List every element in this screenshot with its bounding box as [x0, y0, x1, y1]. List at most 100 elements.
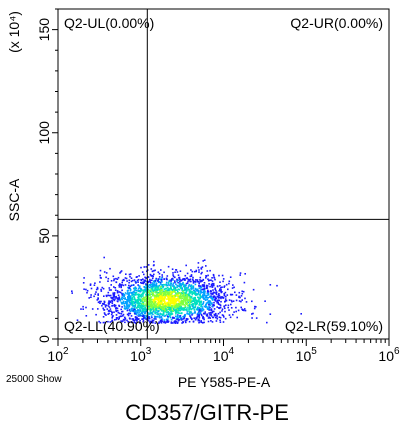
event-dot	[149, 322, 151, 324]
event-dot	[165, 311, 168, 314]
event-dot	[153, 281, 156, 283]
event-dot	[178, 312, 180, 314]
event-dot	[198, 301, 201, 304]
event-dot	[108, 310, 111, 312]
event-dot	[176, 294, 178, 297]
event-dot	[174, 302, 176, 305]
event-dot	[181, 303, 183, 305]
event-dot	[198, 319, 201, 321]
event-dot	[215, 291, 218, 294]
event-dot	[113, 311, 115, 313]
event-dot	[189, 317, 192, 319]
event-dot	[177, 296, 179, 299]
event-dot	[131, 310, 133, 312]
event-dot	[161, 274, 163, 276]
event-dot	[187, 285, 190, 287]
event-dot	[139, 307, 141, 310]
event-dot	[193, 317, 195, 319]
event-dot	[140, 266, 142, 269]
event-dot	[241, 299, 243, 301]
event-dot	[154, 288, 156, 290]
event-dot	[125, 307, 127, 310]
event-dot	[218, 290, 221, 292]
event-dot	[254, 305, 256, 308]
event-dot	[203, 321, 205, 324]
event-dot	[218, 296, 221, 299]
event-dot	[135, 287, 138, 290]
event-dot	[142, 317, 145, 320]
event-dot	[112, 298, 115, 301]
event-dot	[108, 312, 110, 315]
event-dot	[221, 286, 223, 288]
event-dot	[114, 319, 116, 321]
event-dot	[251, 313, 253, 315]
event-dot	[174, 280, 176, 282]
x-tick-label: 102	[47, 346, 69, 364]
event-dot	[179, 278, 181, 281]
event-dot	[201, 266, 204, 268]
event-dot	[170, 305, 172, 308]
event-dot	[210, 279, 212, 281]
event-dot	[174, 271, 176, 273]
event-dot	[139, 310, 142, 313]
event-dot	[186, 272, 189, 275]
event-dot	[207, 292, 210, 294]
event-dot	[195, 289, 198, 291]
event-dot	[133, 297, 136, 299]
event-dot	[212, 296, 215, 298]
event-dot	[189, 291, 191, 294]
event-dot	[136, 299, 139, 301]
event-dot	[197, 308, 199, 310]
event-dot	[168, 315, 170, 318]
event-dot	[93, 284, 96, 286]
event-dot	[165, 277, 168, 280]
event-dot	[129, 287, 131, 290]
event-dot	[170, 279, 173, 281]
event-dot	[169, 306, 171, 309]
event-dot	[161, 278, 163, 281]
event-dot	[188, 299, 190, 302]
event-dot	[213, 301, 215, 304]
event-dot	[230, 307, 233, 309]
event-dot	[152, 282, 154, 284]
event-dot	[117, 318, 120, 321]
event-dot	[163, 278, 166, 280]
y-axis-multiplier: (x 10⁴)	[6, 11, 22, 53]
event-dot	[184, 296, 186, 298]
event-dot	[180, 308, 182, 310]
event-dot	[171, 297, 173, 300]
event-dot	[181, 322, 183, 324]
event-dot	[154, 286, 156, 288]
event-dot	[149, 296, 152, 299]
event-dot	[192, 300, 194, 302]
event-dot	[264, 300, 266, 302]
event-dot	[176, 279, 178, 281]
event-dot	[96, 288, 99, 290]
event-dot	[175, 309, 178, 312]
event-dot	[208, 283, 210, 285]
event-dot	[97, 294, 99, 296]
event-dot	[165, 313, 168, 316]
event-dot	[141, 309, 144, 311]
event-dot	[208, 308, 210, 311]
event-dot	[139, 294, 142, 297]
event-dot	[181, 288, 183, 290]
event-dot	[230, 294, 232, 296]
event-dot	[180, 287, 182, 289]
event-dot	[145, 310, 148, 313]
event-dot	[214, 288, 216, 291]
flow-dot-plot: 0 50 100 150 102 103 104 105 106 Q2-UL(0.00%) Q…	[6, 8, 400, 390]
event-dot	[121, 306, 123, 308]
event-dot	[181, 294, 184, 297]
event-dot	[190, 310, 192, 313]
event-dot	[159, 308, 162, 311]
event-dot	[175, 269, 177, 271]
event-dot	[82, 282, 85, 284]
event-dot	[168, 300, 170, 302]
event-dot	[136, 279, 139, 282]
event-dot	[107, 313, 109, 315]
event-dot	[212, 297, 214, 300]
event-dot	[109, 294, 112, 297]
event-dot	[158, 272, 161, 275]
event-dot	[139, 322, 141, 324]
